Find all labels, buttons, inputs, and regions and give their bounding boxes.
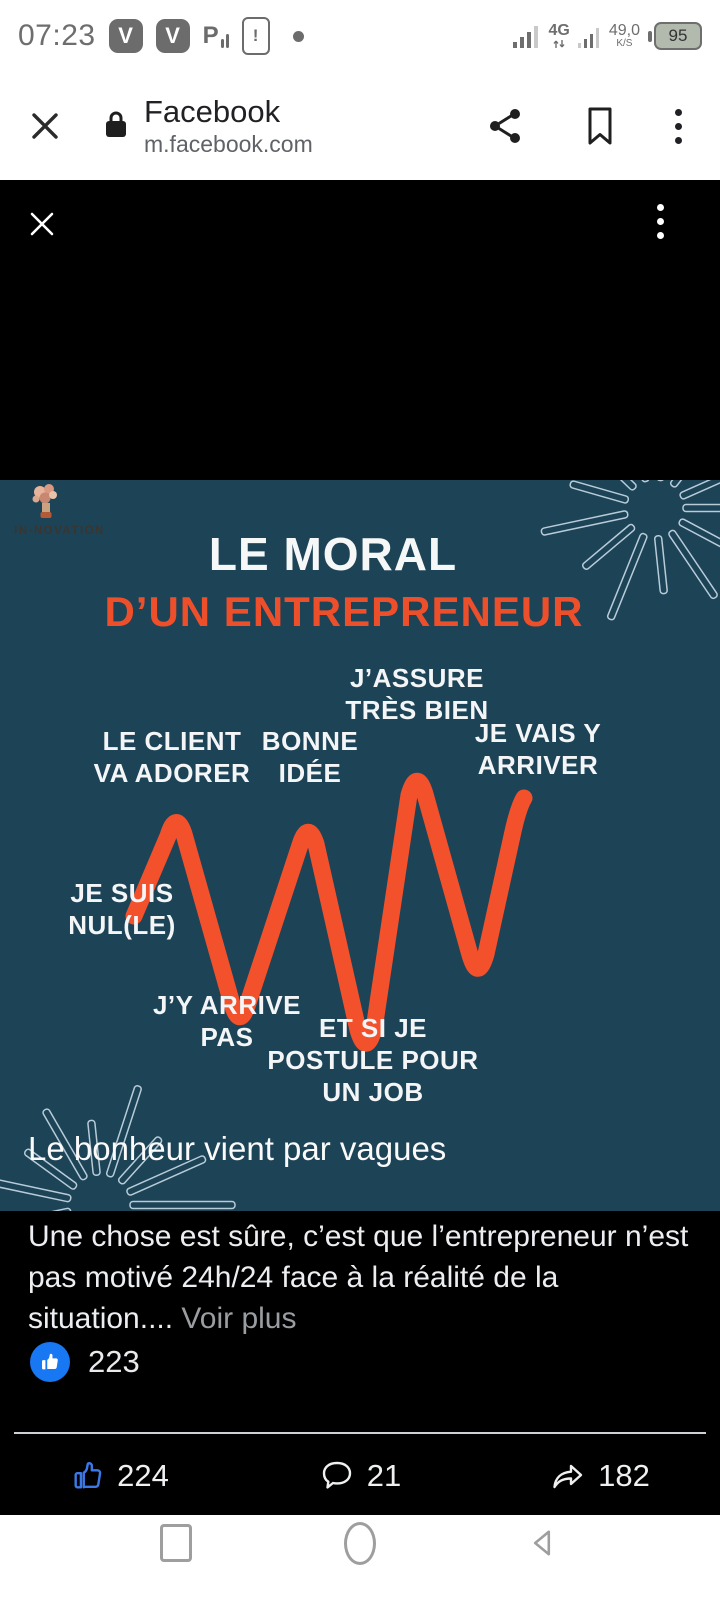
browser-toolbar: Facebook m.facebook.com <box>0 72 720 180</box>
like-icon <box>74 1462 102 1489</box>
wave-label-client: LE CLIENT VA ADORER <box>93 726 251 788</box>
status-bar: 07:23 V V P ! 4G <box>0 0 720 72</box>
back-icon <box>533 1530 551 1556</box>
battery-cap <box>648 30 652 42</box>
network-speed: 49,0 <box>608 22 640 39</box>
brand-logo: IN-NOVATION <box>14 482 134 537</box>
android-navigation-bar <box>0 1515 720 1612</box>
app-notification-badge-icon: V <box>108 19 143 53</box>
p-bar-icon <box>225 34 229 48</box>
p-letter: P <box>202 22 219 49</box>
infographic-image[interactable]: IN-NOVATION LE MORAL D’UN ENTREPRENEUR J… <box>0 480 720 1211</box>
alert-glyph: ! <box>252 26 259 45</box>
home-button[interactable] <box>338 1521 382 1565</box>
recents-button[interactable] <box>154 1521 198 1565</box>
network-type-block: 4G <box>549 23 570 49</box>
like-reaction-badge-icon <box>30 1342 70 1382</box>
infographic-title: LE MORAL <box>208 528 458 580</box>
menu-dot <box>675 108 682 116</box>
starburst-decoration <box>0 1085 236 1211</box>
back-button[interactable] <box>522 1521 566 1565</box>
thumbs-up-icon <box>42 1353 58 1370</box>
wave-label-je-vais-y-arriver: JE VAIS Y ARRIVER <box>474 718 602 780</box>
network-speed-unit: K/S <box>616 38 633 49</box>
close-tab-button[interactable] <box>28 109 62 143</box>
share-button[interactable] <box>485 106 525 146</box>
notification-dot-icon <box>292 30 304 42</box>
photo-caption: Le bonheur vient par vagues <box>28 1130 447 1167</box>
reaction-count: 223 <box>88 1344 140 1379</box>
share-count: 182 <box>598 1458 650 1493</box>
data-arrows-icon <box>553 40 565 48</box>
comment-icon <box>322 1461 351 1489</box>
phone-alert-icon: ! <box>241 17 270 55</box>
lightbulb-brain-icon <box>32 484 57 518</box>
status-bar-right: 4G 49,0 K/S 95 <box>512 22 702 50</box>
menu-dot <box>675 122 682 130</box>
like-button[interactable]: 224 <box>0 1440 240 1512</box>
p-bar-icon <box>220 39 224 48</box>
viewer-close-button[interactable] <box>24 206 60 242</box>
post-text: Une chose est sûre, c’est que l’entrepre… <box>28 1216 704 1339</box>
divider <box>14 1432 706 1434</box>
clock: 07:23 <box>18 19 96 52</box>
menu-dot <box>657 232 664 239</box>
share-button[interactable]: 182 <box>480 1440 720 1512</box>
brand-logo-text: IN-NOVATION <box>14 525 105 537</box>
wave-label-assure: J’ASSURE TRÈS BIEN <box>345 663 489 725</box>
menu-dot <box>657 204 664 211</box>
signal-strength-icon-2 <box>577 28 599 48</box>
reaction-summary[interactable]: 223 <box>30 1342 140 1382</box>
wave-label-postule: ET SI JE POSTULE POUR UN JOB <box>267 1013 479 1107</box>
powerpoint-notification-icon: P <box>203 24 229 48</box>
battery-level: 95 <box>654 22 702 50</box>
lock-icon <box>104 109 128 144</box>
page-title: Facebook <box>144 94 281 129</box>
share-arrow-icon <box>553 1464 583 1489</box>
site-title-block[interactable]: Facebook m.facebook.com <box>144 94 313 158</box>
network-speed-block: 49,0 K/S <box>609 23 640 49</box>
morale-wave-curve <box>125 772 533 1052</box>
status-bar-left: 07:23 V V P ! <box>18 17 304 55</box>
post-action-bar: 224 21 182 <box>0 1440 720 1512</box>
recents-icon <box>160 1524 192 1562</box>
browser-actions <box>485 105 682 147</box>
menu-dot <box>675 136 682 144</box>
home-icon <box>344 1521 376 1565</box>
bookmark-icon <box>588 107 612 145</box>
wave-label-je-suis-nul: JE SUIS NUL(LE) <box>68 878 176 940</box>
menu-dot <box>657 218 664 225</box>
wave-label-bonne-idee: BONNE IDÉE <box>261 726 359 788</box>
photo-viewer: IN-NOVATION LE MORAL D’UN ENTREPRENEUR J… <box>0 180 720 1515</box>
starburst-decoration <box>540 480 720 621</box>
signal-strength-icon <box>512 26 538 48</box>
viewer-menu-button[interactable] <box>657 204 664 239</box>
network-type: 4G <box>548 22 570 39</box>
see-more-link[interactable]: Voir plus <box>181 1302 297 1335</box>
wave-label-jy-arrive-pas: J’Y ARRIVE PAS <box>152 990 302 1052</box>
bookmark-button[interactable] <box>583 105 617 147</box>
infographic-subtitle: D’UN ENTREPRENEUR <box>104 588 584 635</box>
close-icon <box>30 212 54 236</box>
close-icon <box>32 113 58 139</box>
comment-button[interactable]: 21 <box>240 1440 480 1512</box>
browser-menu-button[interactable] <box>675 108 682 144</box>
like-count: 224 <box>117 1458 169 1493</box>
page-url: m.facebook.com <box>144 131 313 157</box>
app-notification-badge-icon-2: V <box>155 19 190 53</box>
post-text-body: Une chose est sûre, c’est que l’entrepre… <box>28 1220 689 1335</box>
share-icon <box>490 109 520 143</box>
battery-icon: 95 <box>648 22 702 50</box>
comment-count: 21 <box>366 1458 402 1493</box>
